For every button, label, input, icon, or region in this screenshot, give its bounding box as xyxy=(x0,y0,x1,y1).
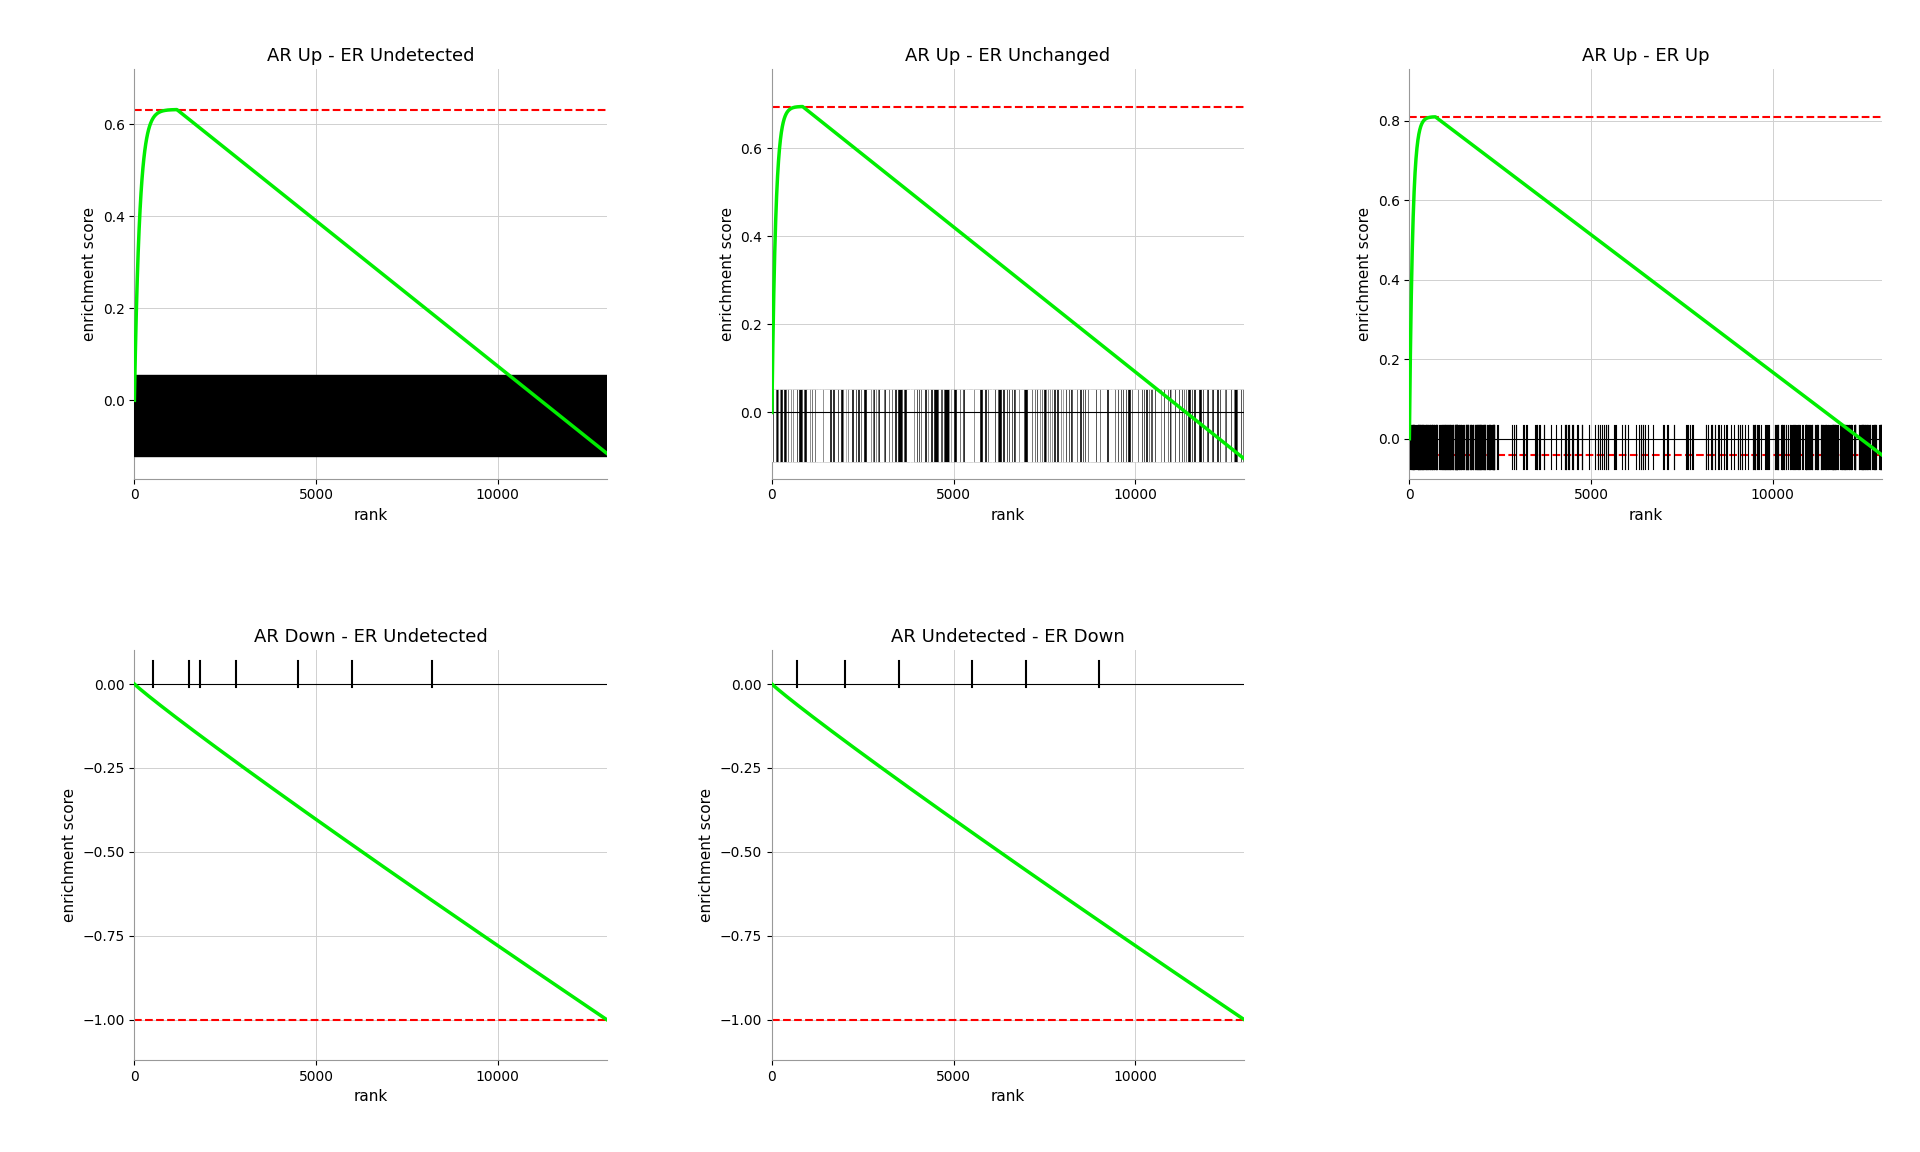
Y-axis label: enrichment score: enrichment score xyxy=(83,206,98,341)
Y-axis label: enrichment score: enrichment score xyxy=(1357,206,1373,341)
Y-axis label: enrichment score: enrichment score xyxy=(699,788,714,923)
X-axis label: rank: rank xyxy=(1628,508,1663,523)
X-axis label: rank: rank xyxy=(353,508,388,523)
X-axis label: rank: rank xyxy=(991,1089,1025,1104)
Y-axis label: enrichment score: enrichment score xyxy=(720,206,735,341)
Title: AR Down - ER Undetected: AR Down - ER Undetected xyxy=(253,628,488,646)
X-axis label: rank: rank xyxy=(991,508,1025,523)
Title: AR Up - ER Undetected: AR Up - ER Undetected xyxy=(267,47,474,65)
Title: AR Undetected - ER Down: AR Undetected - ER Down xyxy=(891,628,1125,646)
Title: AR Up - ER Unchanged: AR Up - ER Unchanged xyxy=(906,47,1110,65)
Bar xyxy=(772,391,1244,461)
Title: AR Up - ER Up: AR Up - ER Up xyxy=(1582,47,1709,65)
Y-axis label: enrichment score: enrichment score xyxy=(61,788,77,923)
Bar xyxy=(134,376,607,455)
X-axis label: rank: rank xyxy=(353,1089,388,1104)
